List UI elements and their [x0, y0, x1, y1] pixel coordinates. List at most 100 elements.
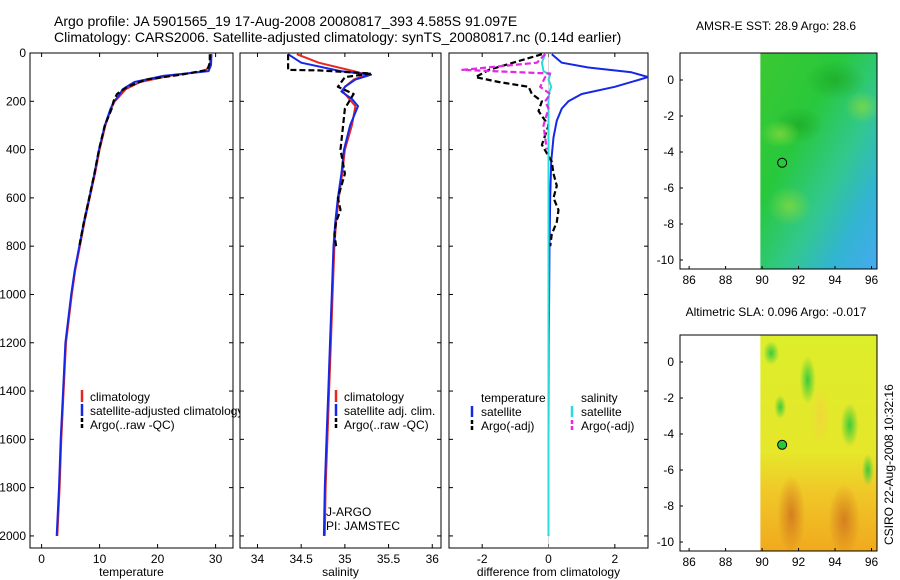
- temperature-panel: 0 10 20 30 0 200 400 600 800 1000 1200 1400 1600 1800…: [0, 46, 243, 579]
- sst_map-ytick-label: -6: [663, 181, 674, 195]
- sla_map-xtick-label: 92: [792, 555, 806, 569]
- temperature-xtick-label: 0: [38, 552, 45, 566]
- temperature-xlabel: temperature: [99, 565, 164, 579]
- difference-xlabel: difference from climatology: [477, 565, 620, 579]
- sst-map-axes: 86 88 90 92 94 96 0 -2 -4 -6 -8 -10: [657, 52, 879, 287]
- salinity-legend-entry: satellite adj. clim.: [344, 404, 435, 418]
- temperature-ytick-label: 1000: [0, 287, 26, 301]
- difference-series-salinity-satellite: [540, 53, 553, 536]
- temperature-axes-frame: [29, 52, 234, 549]
- sst_map-ytick-label: 0: [667, 73, 674, 87]
- temperature-ytick-label: 2000: [0, 529, 26, 543]
- temperature-series-group: [55, 54, 213, 536]
- salinity-series-group: [287, 53, 373, 536]
- salinity-axes-frame: [239, 52, 442, 549]
- temperature-xtick-label: 20: [151, 552, 165, 566]
- sla_map-xtick-label: 96: [865, 555, 879, 569]
- salinity-xtick-label: 34: [251, 552, 265, 566]
- temperature-ytick-label: 1800: [0, 481, 26, 495]
- salinity-series-argo-raw-qc: [287, 54, 373, 247]
- sla-field-patch: [763, 341, 780, 365]
- sst_map-xtick-label: 86: [682, 273, 696, 287]
- difference-xtick-label: -2: [477, 552, 488, 566]
- figure-title-line2: Climatology: CARS2006. Satellite-adjuste…: [54, 29, 621, 45]
- sst_map-ytick-label: -10: [657, 253, 675, 267]
- difference-legend-entry: Argo(-adj): [481, 419, 534, 433]
- sst-map-title: AMSR-E SST: 28.9 Argo: 28.6: [696, 19, 856, 33]
- salinity-panel: 34 34.5 35 35.5 36 salinity climatologysatelli…: [239, 52, 442, 579]
- sst_map-frame-outline: [679, 52, 878, 270]
- temperature-xtick-label: 30: [209, 552, 223, 566]
- temperature-legend-entry: Argo(..raw -QC): [90, 418, 175, 432]
- temperature-series-argo-raw-qc: [78, 54, 211, 247]
- sla-map-title: Altimetric SLA: 0.096 Argo: -0.017: [686, 305, 867, 319]
- salinity-xtick-label: 34.5: [289, 552, 313, 566]
- sst_map-xtick-label: 88: [719, 273, 733, 287]
- sla_map-xtick-label: 90: [755, 555, 769, 569]
- sla_map-ytick-label: 0: [667, 355, 674, 369]
- difference-series-group: [461, 53, 648, 536]
- salinity-annotation-j-argo: J-ARGO: [326, 505, 371, 519]
- temperature-legend-entry: satellite-adjusted climatology: [90, 404, 243, 418]
- sst_map-ytick-label: -4: [663, 145, 674, 159]
- temperature-ytick-label: 200: [6, 94, 26, 108]
- sla_map-ytick-label: -2: [663, 391, 674, 405]
- salinity-xlabel: salinity: [322, 565, 359, 579]
- sla-field-patch: [774, 395, 787, 419]
- salinity-legend-entry: Argo(..raw -QC): [344, 418, 429, 432]
- sst-field-patch: [844, 91, 878, 123]
- sst_map-argo-marker: [777, 157, 788, 168]
- difference-series-salinity-argo-adj: [461, 53, 552, 150]
- temperature-ytick-label: 600: [6, 191, 26, 205]
- sla-field-patch: [840, 403, 859, 447]
- sla_map-argo-marker: [777, 439, 788, 450]
- difference-legend-entry: Argo(-adj): [581, 419, 634, 433]
- salinity-xtick-label: 36: [426, 552, 440, 566]
- sla_map-xtick-label: 88: [719, 555, 733, 569]
- difference-xtick-label: 2: [611, 552, 618, 566]
- difference-legend-entry: satellite: [581, 405, 622, 419]
- temperature-legend-entry: climatology: [90, 390, 150, 404]
- sla-map-axes: 86 88 90 92 94 96 0 -2 -4 -6 -8 -10: [657, 334, 879, 569]
- temperature-ytick-label: 800: [6, 239, 26, 253]
- sla-field-patch: [810, 386, 831, 446]
- sla-field-patch: [828, 484, 861, 551]
- credit-label: CSIRO 22-Aug-2008 10:32:16: [882, 384, 896, 545]
- sst_map-ytick-label: -8: [663, 217, 674, 231]
- difference-legend-entry: satellite: [481, 405, 522, 419]
- sst-field-patch: [760, 120, 801, 148]
- temperature-ytick-label: 400: [6, 143, 26, 157]
- sla-field-patch: [799, 356, 816, 404]
- difference-legend-header-salinity: salinity: [581, 391, 618, 405]
- sst-field-patch: [805, 60, 866, 100]
- sst-field-patch: [767, 186, 812, 226]
- sla_map-frame-outline: [679, 334, 878, 552]
- sla-field-patch: [861, 454, 874, 486]
- temperature-ytick-label: 1400: [0, 384, 26, 398]
- sla_map-xtick-label: 86: [682, 555, 696, 569]
- sla_map-xtick-label: 94: [828, 555, 842, 569]
- difference-xtick-label: 0: [545, 552, 552, 566]
- sst_map-xtick-label: 92: [792, 273, 806, 287]
- salinity-series-satellite-adj-clim: [287, 53, 373, 536]
- difference-legend-header-temperature: temperature: [481, 391, 546, 405]
- sst-map-panel: AMSR-E SST: 28.9 Argo: 28.6 86 88 90 92 94 96…: [657, 19, 879, 287]
- temperature-ytick-label: 1200: [0, 336, 26, 350]
- sst_map-ytick-label: -2: [663, 109, 674, 123]
- sla-map-panel: Altimetric SLA: 0.096 Argo: -0.017 86 88 9…: [657, 305, 879, 569]
- temperature-ytick-label: 0: [19, 46, 26, 60]
- salinity-annotation-pi-jamstec: PI: JAMSTEC: [326, 519, 400, 533]
- salinity-xtick-label: 35: [338, 552, 352, 566]
- figure-title-line1: Argo profile: JA 5901565_19 17-Aug-2008 …: [54, 13, 517, 29]
- sst_map-xtick-label: 94: [828, 273, 842, 287]
- temperature-xtick-label: 10: [93, 552, 107, 566]
- sst_map-xtick-label: 96: [865, 273, 879, 287]
- salinity-xtick-label: 35.5: [377, 552, 401, 566]
- sla_map-ytick-label: -4: [663, 427, 674, 441]
- sst-map-field: [760, 53, 878, 269]
- sla_map-ytick-label: -6: [663, 463, 674, 477]
- sla-map-field: [760, 335, 877, 551]
